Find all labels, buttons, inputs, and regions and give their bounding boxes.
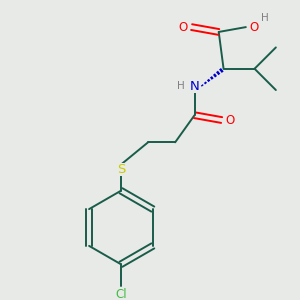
Text: S: S — [117, 163, 125, 176]
Text: O: O — [249, 21, 258, 34]
Text: O: O — [226, 113, 235, 127]
Text: H: H — [261, 14, 269, 23]
Text: H: H — [177, 81, 185, 91]
Text: O: O — [178, 21, 188, 34]
Text: Cl: Cl — [115, 288, 127, 300]
Text: N: N — [190, 80, 200, 93]
